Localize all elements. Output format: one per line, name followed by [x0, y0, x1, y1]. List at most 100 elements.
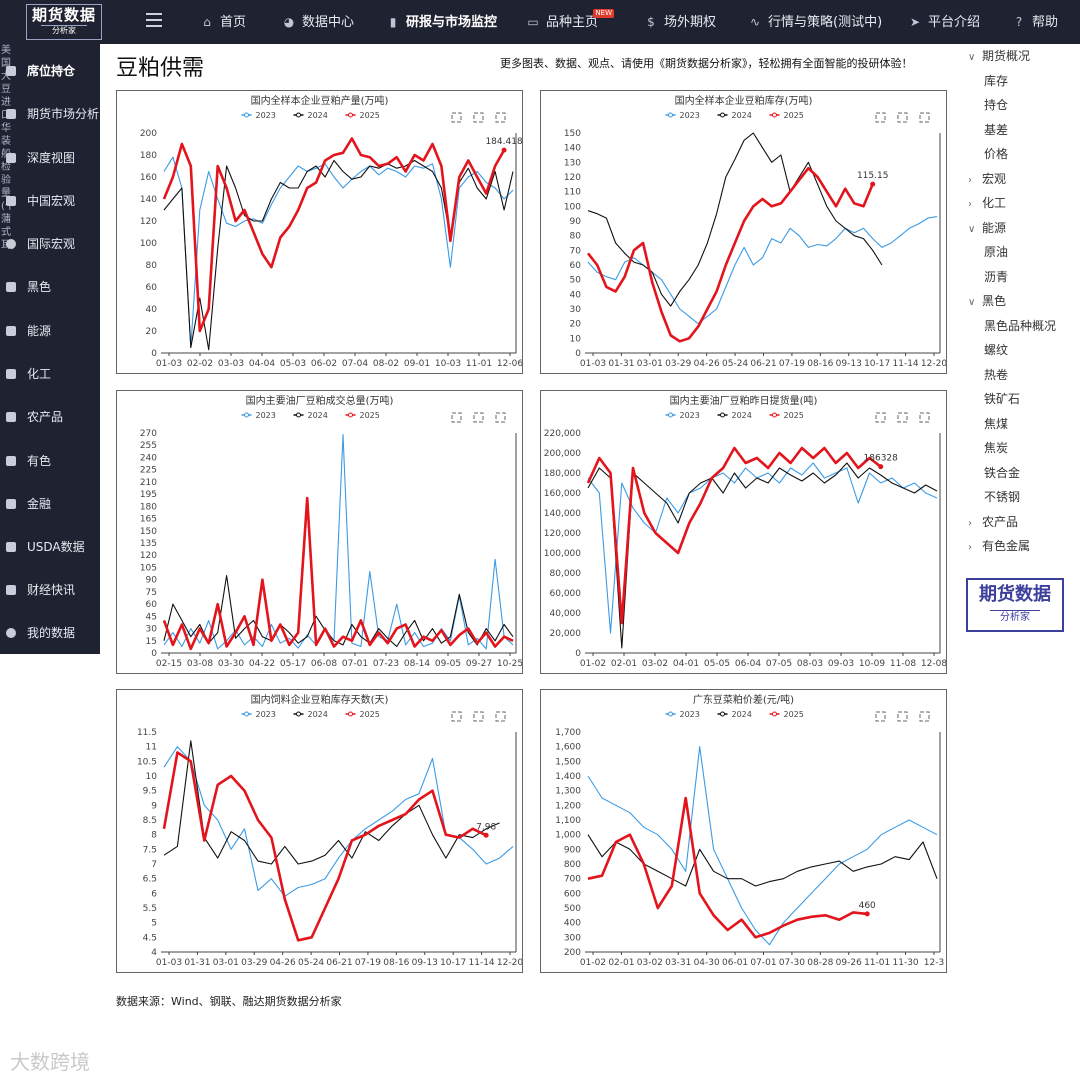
zoom-back-icon[interactable] [473, 711, 484, 722]
y-tick-label: 135 [140, 539, 157, 549]
x-tick-label: 07-04 [342, 359, 368, 369]
seat-icon [6, 66, 16, 76]
send-icon: ➤ [909, 15, 921, 29]
legend-label: 2024 [732, 710, 752, 719]
tree-item[interactable]: › 化工 [968, 193, 1006, 213]
sidebar-item-china-macro[interactable]: 中国宏观 [0, 181, 100, 221]
nav-market-strategy[interactable]: ∿ 行情与策略(测试中) [748, 0, 882, 44]
tree-item[interactable]: › 宏观 [968, 169, 1006, 189]
y-tick-label: 20 [146, 327, 158, 337]
sidebar-item-my-data[interactable]: 我的数据 [0, 613, 100, 653]
chart-title: 国内全样本企业豆粕库存(万吨) [675, 94, 813, 107]
fullscreen-icon[interactable] [919, 412, 930, 423]
zoom-in-icon[interactable] [875, 711, 886, 722]
x-tick-label: 03-02 [637, 958, 663, 968]
y-tick-label: 75 [146, 588, 157, 598]
sidebar-item-finance[interactable]: 金融 [0, 484, 100, 524]
tree-item[interactable]: 焦煤 [984, 414, 1008, 434]
tree-item[interactable]: ∨ 黑色 [968, 291, 1006, 311]
sidebar-item-label: 深度视图 [27, 151, 76, 165]
sidebar-item-deep-view[interactable]: 深度视图 [0, 138, 100, 178]
sidebar-item-nonferrous[interactable]: 有色 [0, 441, 100, 481]
tree-item[interactable]: › 农产品 [968, 512, 1018, 532]
x-tick-label: 08-28 [807, 958, 833, 968]
nav-help[interactable]: ? 帮助 [1012, 0, 1058, 44]
tree-item[interactable]: 黑色品种概况 [984, 316, 1056, 336]
tree-item[interactable]: 不锈钢 [984, 487, 1020, 507]
chart-title: 国内主要油厂豆粕昨日提货量(吨) [670, 394, 818, 407]
fullscreen-icon[interactable] [495, 711, 506, 722]
tree-item[interactable]: 价格 [984, 144, 1008, 164]
nav-research[interactable]: ▮ 研报与市场监控 [386, 0, 497, 44]
zoom-back-icon[interactable] [473, 112, 484, 123]
menu-toggle-icon[interactable] [146, 13, 162, 27]
nav-platform-intro[interactable]: ➤ 平台介绍 [908, 0, 980, 44]
tree-item[interactable]: 铁合金 [984, 463, 1020, 483]
tree-item[interactable]: 螺纹 [984, 340, 1008, 360]
nav-label: 帮助 [1032, 15, 1059, 30]
fullscreen-icon[interactable] [495, 112, 506, 123]
tree-item[interactable]: 原油 [984, 242, 1008, 262]
y-tick-label: 1,200 [555, 801, 581, 811]
y-tick-label: 100,000 [544, 549, 581, 559]
nav-variety-home[interactable]: ▭ 品种主页 NEW [526, 0, 615, 44]
zoom-back-icon[interactable] [897, 412, 908, 423]
tree-item[interactable]: 焦炭 [984, 438, 1008, 458]
brand-main-text: 期货数据 [979, 584, 1051, 605]
brand-logo[interactable]: 期货数据 分析家 [966, 578, 1064, 632]
y-tick-label: 110 [564, 188, 581, 198]
nav-home[interactable]: ⌂ 首页 [200, 0, 246, 44]
y-tick-label: 6 [151, 889, 157, 899]
tree-item[interactable]: 热卷 [984, 365, 1008, 385]
sidebar-item-futures-analysis[interactable]: 期货市场分析 [0, 94, 100, 134]
zoom-in-icon[interactable] [451, 112, 462, 123]
sidebar-item-seat-position[interactable]: 席位持仓 [0, 51, 100, 91]
x-tick-label: 07-19 [355, 958, 381, 968]
tree-item[interactable]: ∨ 期货概况 [968, 46, 1030, 66]
site-logo[interactable]: 期货数据 分析家 [26, 4, 102, 40]
chevron-right-icon: › [968, 174, 972, 186]
database-icon [6, 628, 16, 638]
sidebar-item-energy[interactable]: 能源 [0, 311, 100, 351]
sidebar-item-global-macro[interactable]: 国际宏观 [0, 224, 100, 264]
nav-otc-options[interactable]: $ 场外期权 [644, 0, 716, 44]
zoom-in-icon[interactable] [451, 711, 462, 722]
x-tick-label: 01-31 [184, 958, 210, 968]
series-2025-line [162, 496, 514, 651]
tree-item[interactable]: › 有色金属 [968, 536, 1030, 556]
sidebar-item-news[interactable]: 财经快讯 [0, 570, 100, 610]
zoom-in-icon[interactable] [875, 412, 886, 423]
sidebar-item-usda[interactable]: USDA数据 [0, 527, 100, 567]
zoom-back-icon[interactable] [897, 112, 908, 123]
tree-item[interactable]: 沥青 [984, 267, 1008, 287]
nav-label: 行情与策略(测试中) [768, 15, 883, 30]
y-tick-label: 40,000 [550, 609, 582, 619]
zoom-in-icon[interactable] [875, 112, 886, 123]
y-tick-label: 500 [564, 904, 581, 914]
last-value-label: 460 [859, 901, 876, 911]
sidebar-item-agriculture[interactable]: 农产品 [0, 397, 100, 437]
fullscreen-icon[interactable] [919, 112, 930, 123]
sidebar-item-label: 化工 [27, 367, 52, 381]
series-2024-line [587, 462, 938, 649]
tree-item[interactable]: 基差 [984, 120, 1008, 140]
logo-sub-text: 分析家 [41, 25, 87, 36]
zoom-back-icon[interactable] [897, 711, 908, 722]
legend-marker [720, 711, 725, 717]
tree-item[interactable]: 铁矿石 [984, 389, 1020, 409]
legend-label: 2023 [680, 710, 700, 719]
tree-item-label: 化工 [982, 196, 1007, 210]
x-tick-label: 08-14 [404, 659, 430, 669]
fullscreen-icon[interactable] [919, 711, 930, 722]
news-icon [6, 585, 16, 595]
tree-item[interactable]: ∨ 能源 [968, 218, 1006, 238]
sidebar-item-ferrous[interactable]: 黑色 [0, 267, 100, 307]
zoom-back-icon[interactable] [473, 412, 484, 423]
sidebar-item-chemical[interactable]: 化工 [0, 354, 100, 394]
zoom-in-icon[interactable] [451, 412, 462, 423]
tree-item[interactable]: 持仓 [984, 95, 1008, 115]
sidebar-item-label: 黑色 [27, 280, 52, 294]
tree-item[interactable]: 库存 [984, 71, 1008, 91]
fullscreen-icon[interactable] [495, 412, 506, 423]
nav-data-center[interactable]: ◕ 数据中心 [282, 0, 354, 44]
